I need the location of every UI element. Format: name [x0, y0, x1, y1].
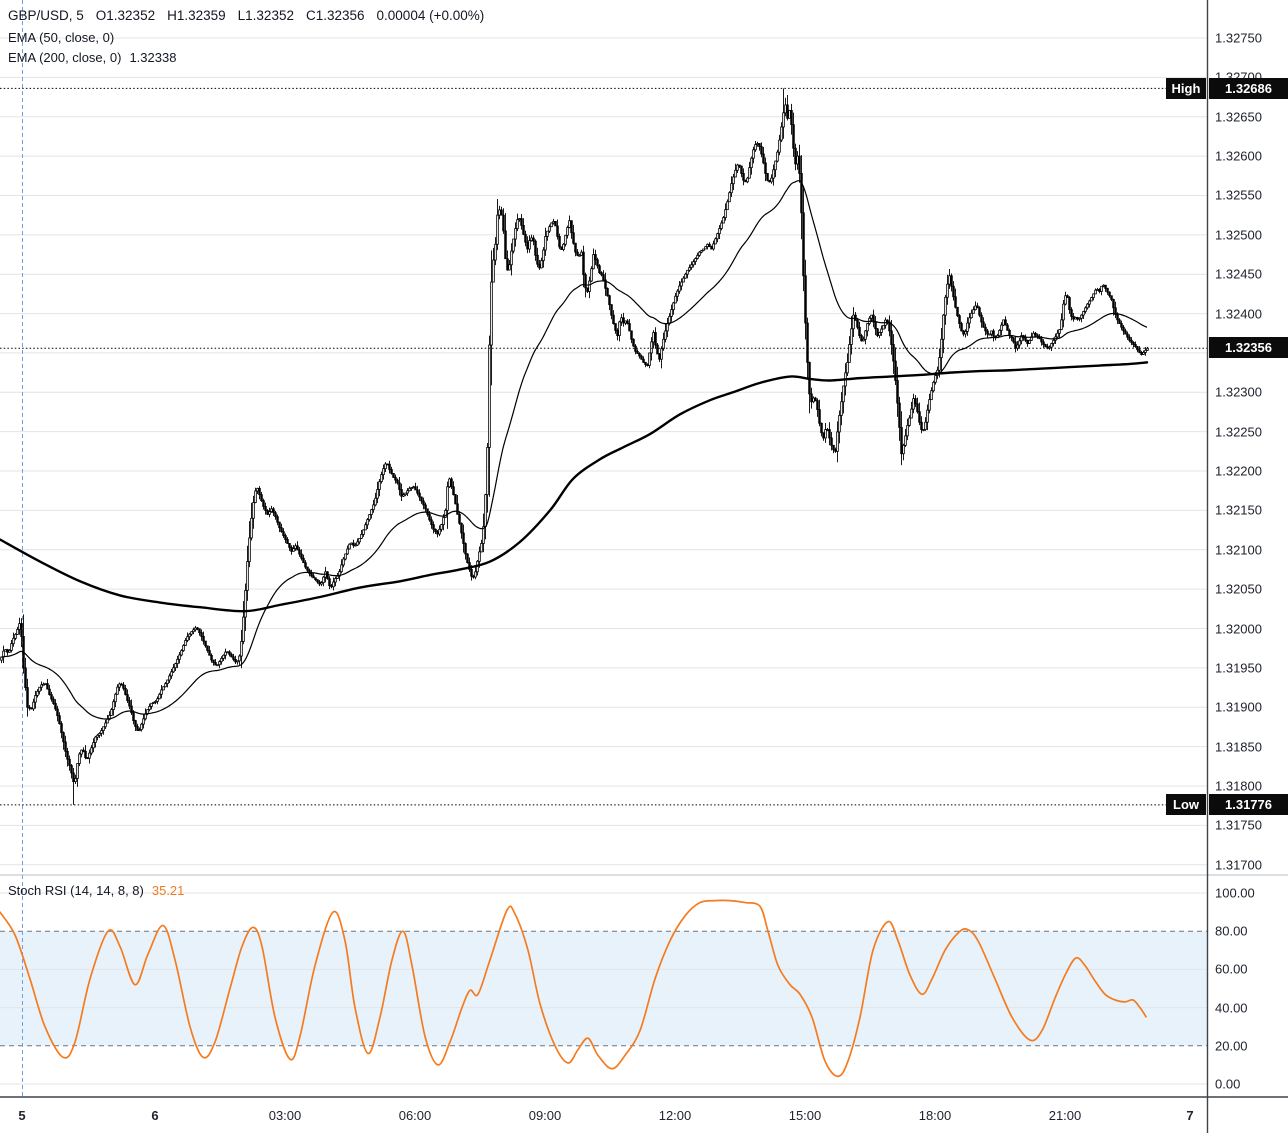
- price-axis-label: 1.32000: [1215, 621, 1262, 636]
- price-axis-label: 1.32300: [1215, 384, 1262, 400]
- price-axis-label: 1.32450: [1215, 266, 1262, 282]
- indicator-axis-label: 60.00: [1215, 961, 1248, 977]
- price-axis-label: 1.31850: [1215, 739, 1262, 755]
- symbol-interval-label[interactable]: GBP/USD, 5: [8, 8, 84, 23]
- time-axis-day-label: 6: [151, 1108, 159, 1123]
- low-marker-text: Low: [1173, 797, 1199, 812]
- ema200-value: 1.32338: [129, 50, 177, 65]
- time-axis-day-label: 5: [18, 1108, 26, 1123]
- price-axis-label: 1.32100: [1215, 542, 1262, 558]
- time-axis-label: 18:00: [918, 1108, 952, 1123]
- ema200-legend-row[interactable]: EMA (200, close, 0) 1.32338: [8, 50, 176, 65]
- ema50-label[interactable]: EMA (50, close, 0): [8, 30, 115, 45]
- high-marker-text: High: [1171, 81, 1201, 96]
- high-price-badge: 1.32686: [1209, 78, 1288, 99]
- price-axis-label: 1.32600: [1215, 148, 1262, 164]
- low-price-text: 1.31776: [1225, 797, 1272, 812]
- indicator-axis-label: 80.00: [1215, 923, 1248, 939]
- time-axis-label: 12:00: [658, 1108, 692, 1123]
- high-price-text: 1.32686: [1225, 81, 1272, 96]
- ema200-label[interactable]: EMA (200, close, 0): [8, 50, 122, 65]
- stoch-rsi-value: 35.21: [151, 883, 185, 898]
- ema50-legend-row[interactable]: EMA (50, close, 0): [8, 30, 114, 45]
- low-price-badge: 1.31776: [1209, 794, 1288, 815]
- price-axis-label: 1.31950: [1215, 660, 1262, 676]
- time-axis-label: 09:00: [528, 1108, 562, 1123]
- ohlc-close: C1.32356: [305, 8, 365, 23]
- price-axis-label: 1.31900: [1215, 699, 1262, 715]
- time-axis-label: 03:00: [268, 1108, 302, 1123]
- price-axis-label: 1.32500: [1215, 227, 1262, 243]
- price-axis-label: 1.32250: [1215, 424, 1262, 440]
- price-axis-label: 1.32550: [1215, 187, 1262, 203]
- price-axis-label: 1.32150: [1215, 502, 1262, 518]
- stoch-rsi-legend[interactable]: Stoch RSI (14, 14, 8, 8) 35.21: [8, 883, 184, 898]
- time-axis-day-label: 7: [1186, 1108, 1194, 1123]
- indicator-axis-label: 100.00: [1215, 885, 1255, 901]
- price-axis-label: 1.31750: [1215, 817, 1262, 833]
- price-axis-label: 1.31800: [1215, 778, 1262, 794]
- symbol-legend[interactable]: GBP/USD, 5 O1.32352 H1.32359 L1.32352 C1.323…: [8, 8, 484, 23]
- last-price-badge: 1.32356: [1209, 337, 1288, 358]
- price-axis-label: 1.32750: [1215, 30, 1262, 46]
- indicator-axis-label: 0.00: [1215, 1076, 1241, 1092]
- indicator-axis-label: 40.00: [1215, 1000, 1248, 1016]
- time-axis-label: 15:00: [788, 1108, 822, 1123]
- price-axis-label: 1.31700: [1215, 857, 1262, 873]
- price-axis-label: 1.32400: [1215, 306, 1262, 322]
- time-axis-label: 21:00: [1048, 1108, 1082, 1123]
- time-axis-label: 06:00: [398, 1108, 432, 1123]
- high-marker-badge: High: [1166, 78, 1206, 99]
- last-price-text: 1.32356: [1225, 340, 1272, 355]
- price-axis-label: 1.32050: [1215, 581, 1262, 597]
- low-marker-badge: Low: [1166, 794, 1206, 815]
- ohlc-open: O1.32352: [95, 8, 156, 23]
- ohlc-low: L1.32352: [237, 8, 294, 23]
- ohlc-high: H1.32359: [167, 8, 226, 23]
- price-axis-label: 1.32200: [1215, 463, 1262, 479]
- change-label: 0.00004 (+0.00%): [376, 8, 485, 23]
- price-axis-label: 1.32650: [1215, 109, 1262, 125]
- stoch-rsi-label[interactable]: Stoch RSI (14, 14, 8, 8): [8, 883, 144, 898]
- indicator-axis-label: 20.00: [1215, 1038, 1248, 1054]
